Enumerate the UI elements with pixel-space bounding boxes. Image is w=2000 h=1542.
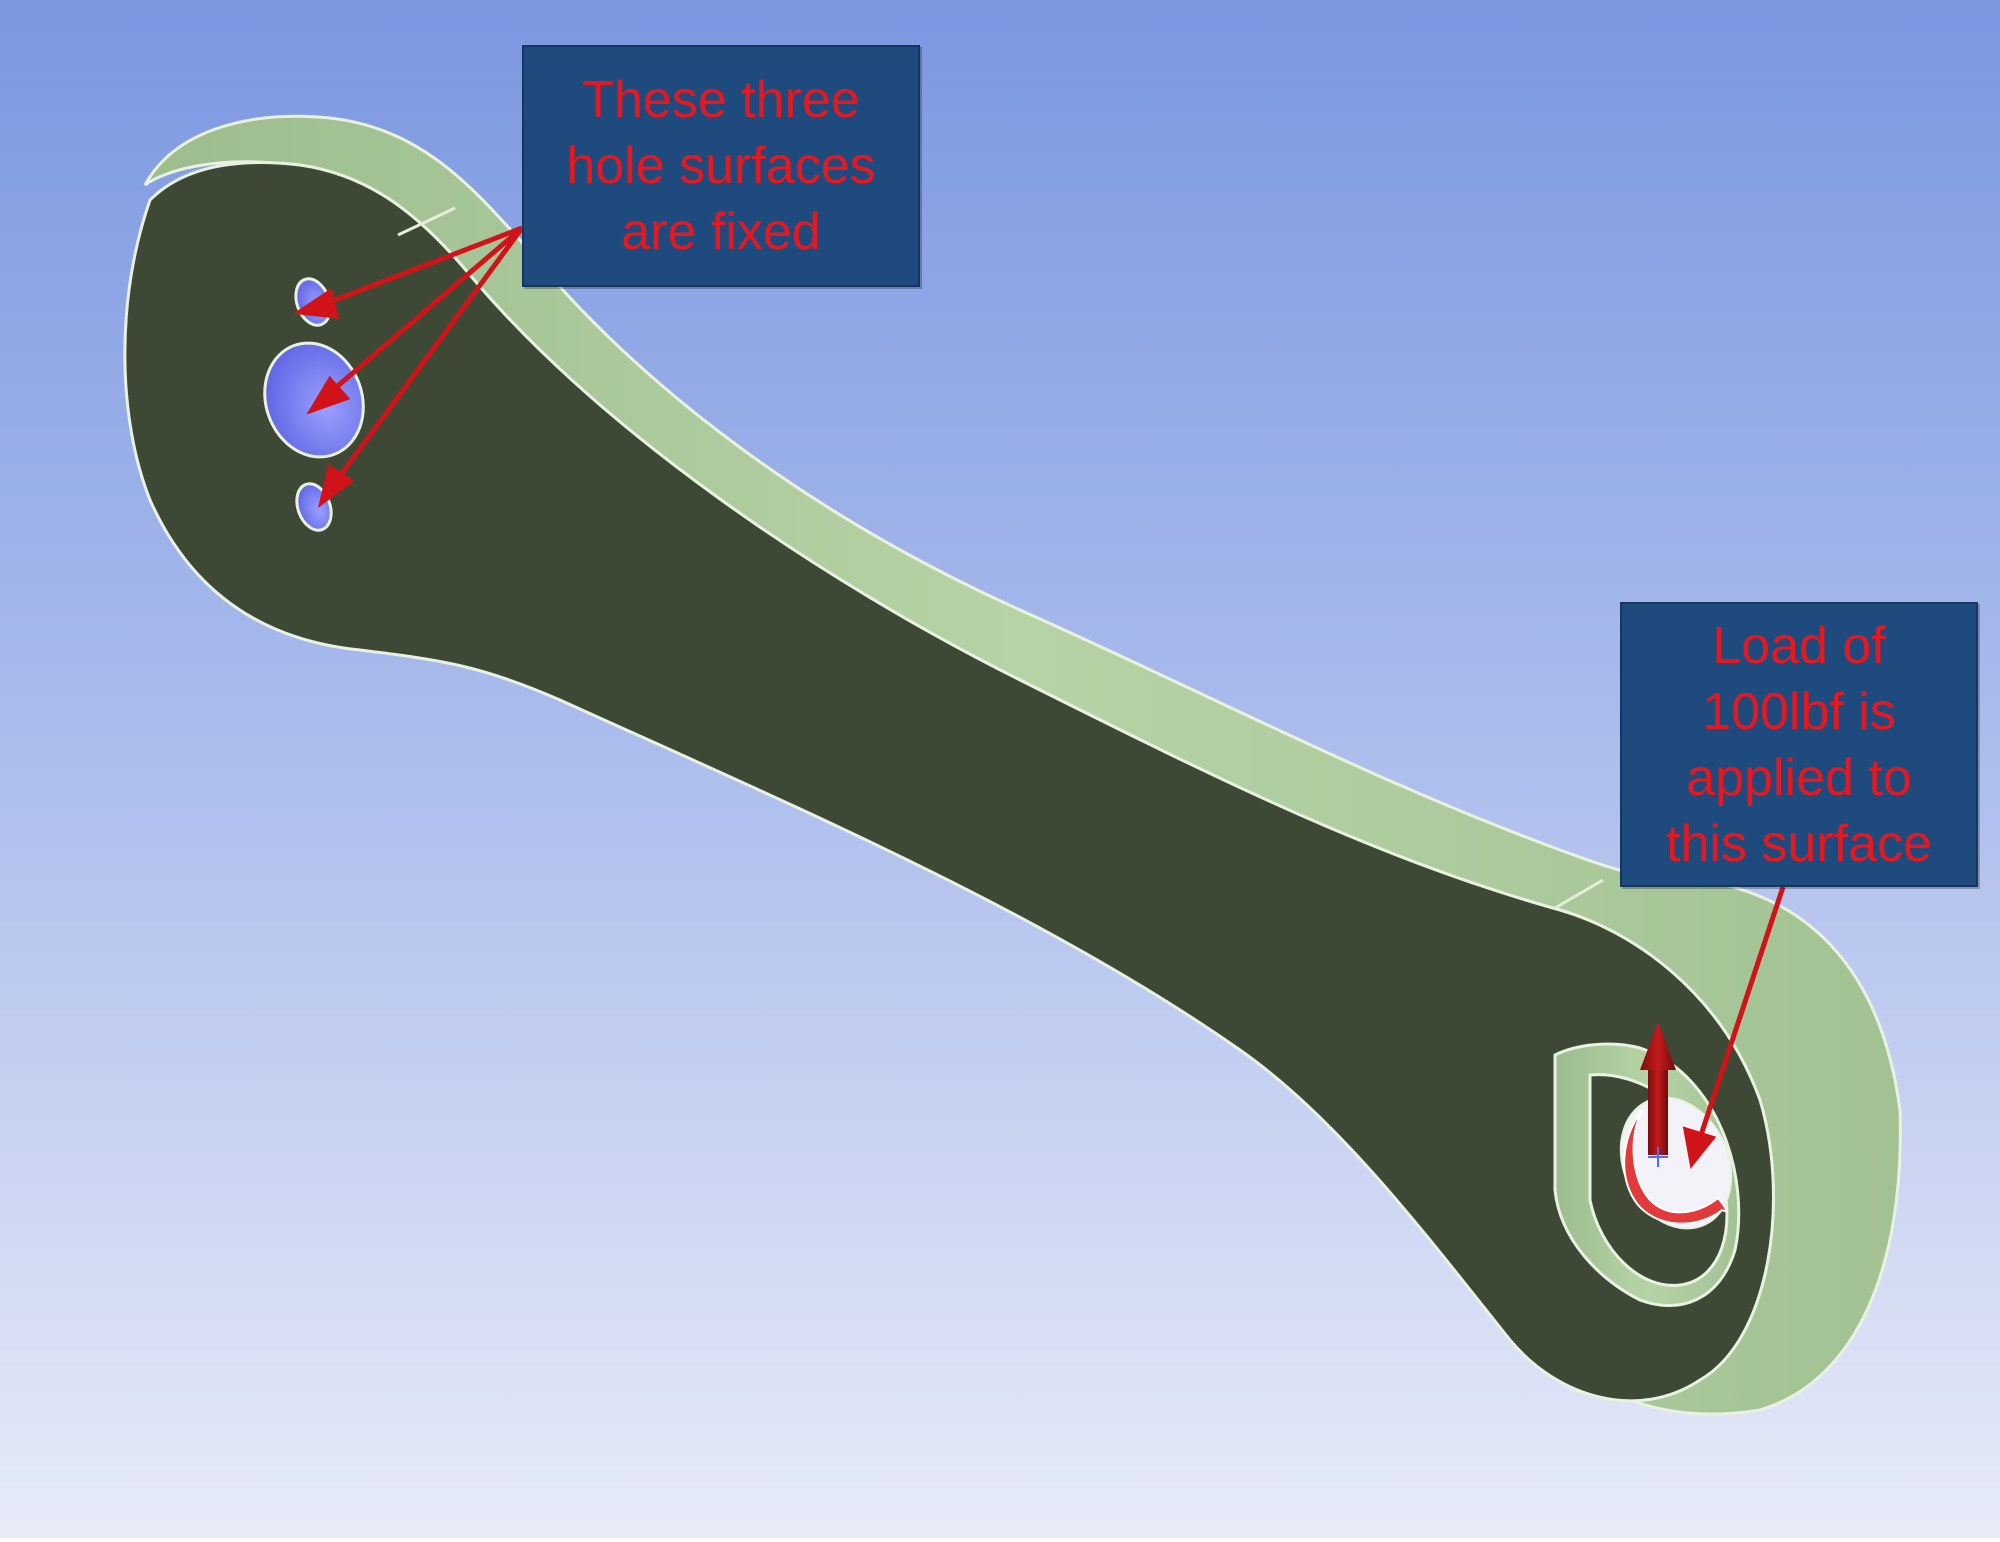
bracket-front-face: [123, 161, 1775, 1403]
callout-fixed-line-1: These three: [582, 71, 860, 129]
arrow-to-load-surface: [1697, 886, 1786, 1139]
callout-load: Load of 100lbf is applied to this surfac…: [1620, 602, 1978, 887]
arrow-head-bottom-hole: [317, 463, 355, 509]
load-arrow-shaft: [1648, 1060, 1668, 1155]
callout-load-line-1: Load of: [1712, 616, 1886, 675]
arrow-head-large-hole: [306, 375, 351, 415]
callout-load-line-4: this surface: [1666, 814, 1932, 873]
bracket-edge-line: [397, 206, 456, 237]
arrow-to-top-hole: [321, 225, 523, 308]
callout-fixed-line-3: are fixed: [621, 203, 821, 261]
callout-fixed-holes: These three hole surfaces are fixed: [522, 45, 920, 287]
load-hole: [1553, 1022, 1741, 1308]
load-arrow-head: [1640, 1022, 1676, 1070]
fixed-hole-large: [263, 341, 365, 459]
bracket-part: [123, 114, 1902, 1416]
arrow-to-large-hole: [331, 226, 524, 392]
callout-load-line-2: 100lbf is: [1702, 682, 1896, 741]
callout-load-line-3: applied to: [1686, 748, 1912, 807]
annotation-arrows: [292, 225, 1786, 1169]
callout-fixed-line-2: hole surfaces: [566, 137, 876, 195]
arrow-head-top-hole: [292, 287, 340, 319]
load-surface: [1623, 1109, 1728, 1225]
arrow-head-load-surface: [1682, 1126, 1717, 1169]
bracket-edge-line: [1554, 878, 1604, 910]
frame-bottom-edge: [0, 1538, 2000, 1542]
arrow-to-bottom-hole: [334, 226, 525, 482]
